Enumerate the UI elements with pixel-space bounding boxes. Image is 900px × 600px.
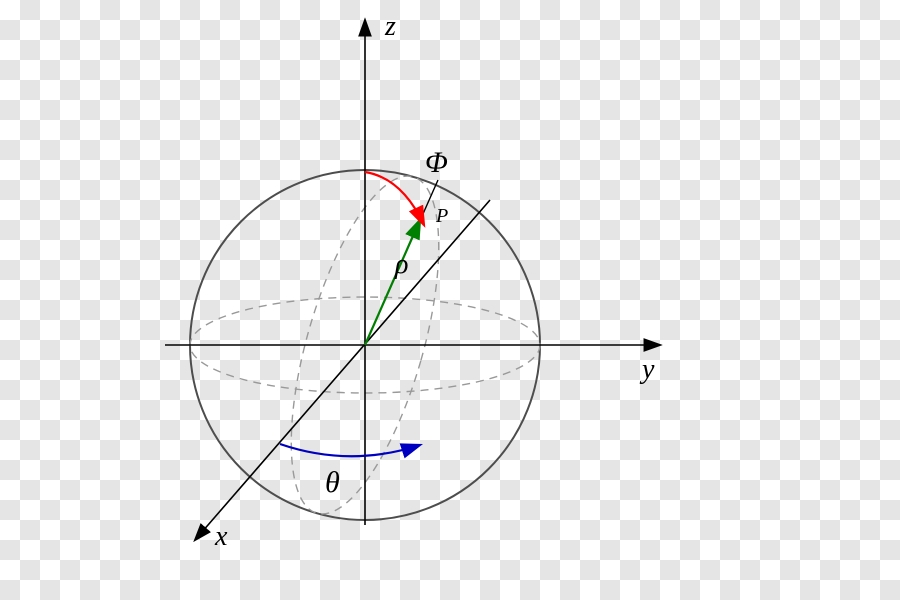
spherical-coordinates-diagram: z y x ρ Φ θ P — [0, 0, 900, 600]
theta-label: θ — [325, 466, 340, 499]
theta-arc — [280, 444, 420, 456]
rho-vector — [365, 220, 420, 345]
phi-label: Φ — [425, 146, 448, 179]
point-p-label: P — [435, 205, 448, 227]
x-axis-label: x — [214, 521, 228, 552]
rho-label: ρ — [394, 249, 408, 280]
y-axis-label: y — [639, 354, 655, 385]
x-axis — [195, 200, 490, 540]
z-axis-label: z — [384, 11, 396, 42]
